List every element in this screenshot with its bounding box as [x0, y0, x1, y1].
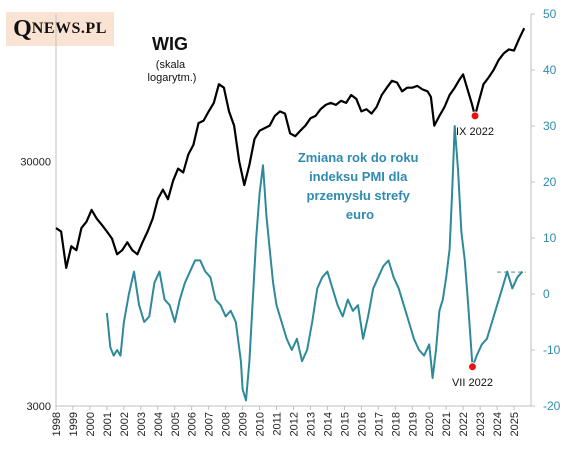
wig-marker-label: IX 2022	[456, 126, 494, 138]
pmi-annotation-line: euro	[346, 207, 374, 222]
x-tick-label: 2005	[170, 412, 182, 436]
pmi-marker	[467, 362, 477, 372]
chart-subtitle-line: (skala	[156, 59, 186, 71]
left-axis-ticks: 3000 30000	[20, 156, 51, 413]
x-tick-label: 2004	[153, 412, 165, 436]
x-tick-label: 2012	[289, 412, 301, 436]
series-layer	[55, 27, 526, 402]
logo-text: NEWS.PL	[31, 20, 107, 37]
left-tick-label: 3000	[27, 401, 51, 413]
x-tick-label: 2015	[339, 412, 351, 436]
x-tick-label: 2002	[119, 412, 131, 436]
right-tick-label: 0	[543, 287, 550, 301]
x-tick-label: 2009	[238, 412, 250, 436]
x-tick-label: 2013	[305, 412, 317, 436]
pmi-annotation: Zmiana rok do roku indeksu PMI dla przem…	[298, 150, 422, 222]
pmi-annotation-line: Zmiana rok do roku	[298, 150, 419, 165]
right-tick-label: 10	[543, 231, 557, 245]
chart-subtitle: (skala logarytm.)	[148, 59, 197, 84]
x-tick-label: 2011	[272, 412, 284, 436]
pmi-series-line	[105, 125, 524, 402]
x-tick-label: 1998	[51, 412, 63, 436]
chart-subtitle-line: logarytm.)	[148, 72, 197, 84]
x-tick-label: 2001	[102, 412, 114, 436]
right-tick-label: -20	[543, 399, 561, 413]
chart-title: WIG	[152, 34, 188, 54]
logo-q: Q	[13, 15, 32, 42]
x-tick-label: 1999	[68, 412, 80, 436]
x-tick-label: 2019	[407, 412, 419, 436]
wig-marker	[470, 111, 480, 121]
left-tick-label: 30000	[20, 156, 51, 168]
x-tick-label: 2007	[204, 412, 216, 436]
x-tick-label: 2006	[187, 412, 199, 436]
x-tick-label: 2010	[255, 412, 267, 436]
pmi-annotation-line: przemysłu strefy	[307, 188, 411, 203]
wig-series-line	[55, 27, 526, 269]
x-tick-label: 2016	[356, 412, 368, 436]
right-tick-label: 20	[543, 175, 557, 189]
right-tick-label: 50	[543, 7, 557, 21]
logo: Q NEWS.PL	[6, 12, 114, 46]
x-tick-label: 2021	[441, 412, 453, 436]
x-tick-label: 2018	[390, 412, 402, 436]
x-tick-label: 2023	[475, 412, 487, 436]
pmi-annotation-line: indeksu PMI dla	[309, 169, 408, 184]
x-tick-label: 2017	[373, 412, 385, 436]
markers: IX 2022 VII 2022	[452, 111, 494, 389]
x-tick-label: 2008	[221, 412, 233, 436]
x-tick-label: 2014	[322, 412, 334, 436]
x-tick-label: 2022	[458, 412, 470, 436]
pmi-marker-label: VII 2022	[452, 377, 493, 389]
right-tick-label: 40	[543, 63, 557, 77]
right-tick-label: -10	[543, 343, 561, 357]
x-axis-ticks: 1998 1999 2000 2001 2002 2003 2004 2005 2006 2007…	[51, 406, 521, 436]
x-tick-label: 2020	[424, 412, 436, 436]
x-tick-label: 2025	[509, 412, 521, 436]
right-tick-label: 30	[543, 119, 557, 133]
x-tick-label: 2024	[492, 412, 504, 436]
x-tick-label: 2000	[85, 412, 97, 436]
right-axis-ticks: -20 -10 0 10 20 30 40 50	[531, 7, 561, 413]
x-tick-label: 2003	[136, 412, 148, 436]
